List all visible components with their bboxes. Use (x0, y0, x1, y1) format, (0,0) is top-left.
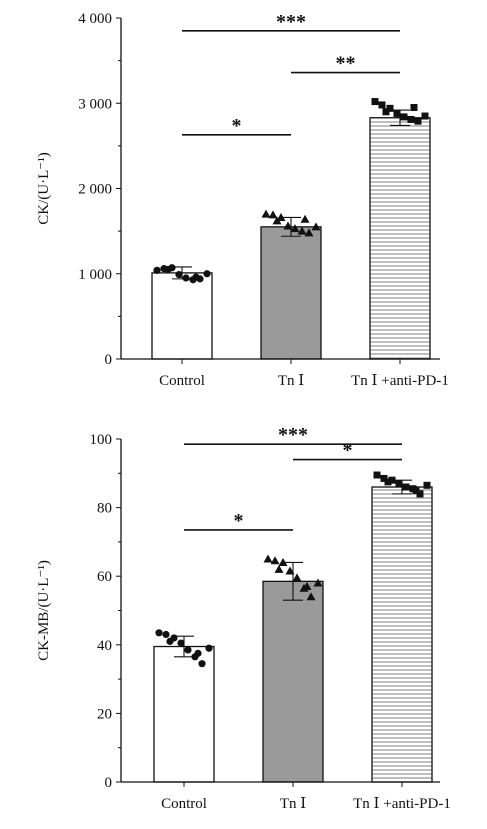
bar-0 (151, 272, 213, 360)
significance-label: *** (278, 424, 308, 446)
data-point (384, 478, 392, 486)
data-point (203, 270, 211, 278)
data-point (416, 490, 424, 498)
y-tick-label: 20 (97, 706, 112, 722)
y-tick-label: 2 000 (78, 182, 112, 198)
data-point (261, 209, 271, 218)
data-point (205, 644, 213, 652)
y-tick-label: 0 (105, 775, 113, 791)
data-point (380, 474, 388, 482)
data-point (311, 222, 321, 231)
significance-label: * (343, 440, 353, 462)
data-point (393, 109, 401, 117)
x-tick-label: Control (161, 796, 207, 812)
bar-2 (371, 486, 433, 783)
data-point (373, 471, 381, 479)
significance-label: *** (276, 11, 306, 33)
data-point (386, 104, 394, 112)
y-tick-label: 80 (97, 501, 112, 517)
data-point (414, 117, 422, 125)
data-point (395, 480, 403, 488)
data-point (182, 274, 190, 282)
y-tick-label: 4 000 (78, 11, 112, 27)
y-tick-label: 60 (97, 569, 112, 585)
y-tick-label: 40 (97, 638, 112, 654)
significance-label: * (232, 115, 242, 137)
data-point (412, 486, 420, 494)
bar-1 (260, 226, 322, 360)
data-point (274, 564, 284, 573)
x-tick-label: Tn Ⅰ +anti-PD-1 (351, 373, 449, 389)
data-point (155, 629, 163, 637)
significance-label: * (234, 510, 244, 532)
data-point (402, 483, 410, 491)
data-point (378, 101, 386, 109)
x-tick-label: Tn Ⅰ +anti-PD-1 (353, 796, 451, 812)
data-point (283, 221, 293, 230)
y-tick-label: 100 (90, 432, 113, 448)
y-axis-label: CK/(U·L⁻¹) (36, 152, 52, 224)
x-tick-label: Tn Ⅰ (280, 796, 306, 812)
ck-mb-chart: 0 20 40 60 80 100 Control Tn Ⅰ Tn Ⅰ +anti-PD-1 CK… (36, 424, 451, 812)
y-tick-label: 1 000 (78, 267, 112, 283)
significance-label: ** (336, 53, 356, 75)
data-point (272, 216, 282, 225)
ck-chart: 0 1 000 2 000 3 000 4 000 Control Tn Ⅰ Tn Ⅰ +an… (36, 11, 449, 389)
data-point (382, 108, 390, 116)
data-point (290, 224, 300, 233)
data-point (302, 581, 312, 590)
data-point (423, 481, 431, 489)
data-point (184, 646, 192, 654)
bar-2 (369, 117, 431, 360)
data-point (407, 115, 415, 123)
y-tick-label: 0 (105, 352, 113, 368)
x-tick-label: Tn Ⅰ (278, 373, 304, 389)
data-point (263, 554, 273, 563)
data-point (268, 210, 278, 219)
data-point (313, 578, 323, 587)
bar-1 (262, 580, 324, 783)
data-point (164, 265, 172, 274)
data-point (371, 98, 379, 106)
data-point (304, 228, 314, 237)
data-point (162, 630, 170, 639)
data-point (175, 271, 183, 279)
data-point (166, 637, 174, 645)
data-point (297, 226, 307, 235)
data-point (421, 112, 429, 120)
y-tick-label: 3 000 (78, 96, 112, 112)
data-point (153, 266, 161, 274)
data-point (292, 573, 302, 582)
data-point (300, 214, 310, 223)
data-point (177, 639, 185, 647)
data-point (400, 113, 408, 121)
y-axis-label: CK-MB/(U·L⁻¹) (36, 560, 52, 661)
data-point (410, 104, 418, 112)
bar-0 (153, 645, 215, 783)
data-point (198, 660, 206, 668)
data-point (194, 649, 202, 657)
data-point (270, 556, 280, 565)
x-tick-label: Control (159, 373, 205, 389)
data-point (306, 592, 316, 601)
data-point (192, 273, 200, 281)
data-point (285, 566, 295, 575)
